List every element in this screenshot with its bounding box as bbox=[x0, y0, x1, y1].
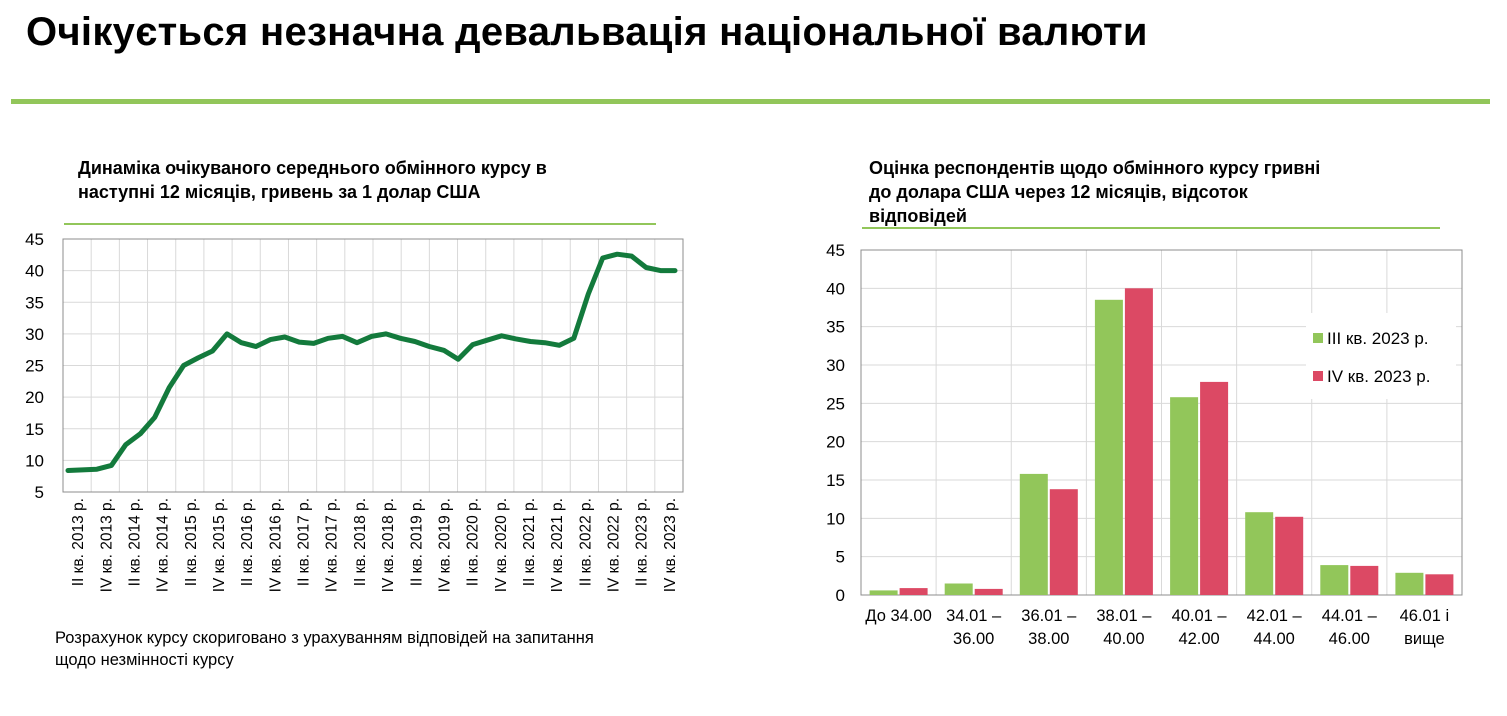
line-chart-y-tick-label: 20 bbox=[25, 388, 44, 407]
left-chart-title-line-2: наступні 12 місяців, гривень за 1 долар … bbox=[78, 182, 481, 202]
line-chart-x-tick-label: IV кв. 2015 р. bbox=[211, 498, 228, 592]
bar-chart-x-tick-label: 40.01 – bbox=[1172, 607, 1228, 625]
line-chart-y-tick-label: 30 bbox=[25, 325, 44, 344]
bar-chart-y-tick-label: 0 bbox=[836, 586, 845, 605]
line-chart-x-tick-label: IV кв. 2023 р. bbox=[662, 498, 679, 592]
line-chart-x-tick-label: II кв. 2016 р. bbox=[239, 498, 256, 586]
line-chart-x-tick-label: IV кв. 2013 р. bbox=[98, 498, 115, 592]
title-divider bbox=[11, 99, 1490, 104]
line-chart-x-tick-label: II кв. 2021 р. bbox=[521, 498, 538, 586]
line-chart-x-tick-label: IV кв. 2021 р. bbox=[549, 498, 566, 592]
line-chart-x-tick-label: II кв. 2018 р. bbox=[352, 498, 369, 586]
bar-chart-bar bbox=[1425, 574, 1454, 595]
bar-chart-bar bbox=[1170, 397, 1199, 595]
line-chart-y-tick-label: 35 bbox=[25, 293, 44, 312]
bar-chart-y-tick-label: 35 bbox=[826, 318, 845, 337]
bar-chart-x-tick-label: 40.00 bbox=[1103, 630, 1144, 648]
page-title: Очікується незначна девальвація націонал… bbox=[26, 10, 1148, 54]
bar-chart-x-tick-label: 38.01 – bbox=[1096, 607, 1152, 625]
line-chart-x-tick-label: II кв. 2015 р. bbox=[183, 498, 200, 586]
bar-chart-legend-swatch bbox=[1313, 333, 1323, 343]
left-chart-title-divider bbox=[64, 223, 656, 225]
line-chart-y-tick-label: 10 bbox=[25, 451, 44, 470]
right-chart-title-line-3: відповідей bbox=[869, 206, 967, 226]
bar-chart-x-tick-label: 38.00 bbox=[1028, 630, 1069, 648]
bar-chart-x-tick-label: До 34.00 bbox=[865, 607, 931, 625]
bar-chart-legend-label: III кв. 2023 р. bbox=[1327, 329, 1429, 348]
bar-chart-bar bbox=[1395, 572, 1424, 595]
line-chart-x-tick-label: IV кв. 2019 р. bbox=[437, 498, 454, 592]
bar-chart-bar bbox=[1200, 381, 1229, 595]
bar-chart-bar bbox=[1049, 489, 1078, 595]
line-chart-x-tick-label: II кв. 2019 р. bbox=[408, 498, 425, 586]
line-chart-x-tick-label: IV кв. 2020 р. bbox=[493, 498, 510, 592]
line-chart-x-tick-label: II кв. 2020 р. bbox=[465, 498, 482, 586]
bar-chart-y-tick-label: 10 bbox=[826, 509, 845, 528]
bar-chart-bar bbox=[1245, 512, 1274, 595]
line-chart-x-tick-label: II кв. 2014 р. bbox=[127, 498, 144, 586]
line-chart-x-tick-label: II кв. 2013 р. bbox=[70, 498, 87, 586]
bar-chart-x-tick-label: 44.00 bbox=[1254, 630, 1295, 648]
bar-chart-x-tick-label: 34.01 – bbox=[946, 607, 1002, 625]
line-chart-x-tick-label: II кв. 2023 р. bbox=[634, 498, 651, 586]
bar-chart-bar bbox=[1094, 299, 1123, 595]
bar-chart-x-tick-label: 44.01 – bbox=[1322, 607, 1378, 625]
bar-chart-legend-swatch bbox=[1313, 371, 1323, 381]
bar-chart-x-tick-label: 46.01 і bbox=[1400, 607, 1450, 625]
bar-chart-y-tick-label: 45 bbox=[826, 241, 845, 260]
line-chart-y-tick-label: 5 bbox=[35, 483, 44, 502]
line-chart-y-tick-label: 45 bbox=[25, 230, 44, 249]
line-chart-x-tick-label: IV кв. 2014 р. bbox=[155, 498, 172, 592]
bar-chart-x-tick-label: 42.01 – bbox=[1247, 607, 1303, 625]
line-chart-plot-area bbox=[62, 238, 684, 493]
bar-chart-legend-label: IV кв. 2023 р. bbox=[1327, 367, 1430, 386]
bar-chart-bar bbox=[869, 590, 898, 595]
left-chart-note-line-1: Розрахунок курсу скориговано з урахуванн… bbox=[55, 629, 594, 647]
bar-chart-x-tick-label: вище bbox=[1404, 630, 1445, 648]
bar-chart-y-tick-label: 15 bbox=[826, 471, 845, 490]
right-chart-title-divider bbox=[862, 227, 1440, 229]
line-chart-y-tick-label: 25 bbox=[25, 357, 44, 376]
bar-chart-x-tick-label: 42.00 bbox=[1178, 630, 1219, 648]
left-chart-title-line-1: Динаміка очікуваного середнього обмінног… bbox=[78, 158, 547, 178]
left-chart-note-line-2: щодо незмінності курсу bbox=[55, 651, 234, 669]
line-chart-x-tick-label: IV кв. 2018 р. bbox=[380, 498, 397, 592]
bar-chart-bar bbox=[1350, 565, 1379, 595]
bar-chart-bar bbox=[1124, 288, 1153, 595]
line-chart-x-tick-label: II кв. 2017 р. bbox=[296, 498, 313, 586]
line-chart-x-tick-label: IV кв. 2017 р. bbox=[324, 498, 341, 592]
line-chart-x-tick-label: IV кв. 2022 р. bbox=[606, 498, 623, 592]
line-chart-y-tick-label: 40 bbox=[25, 262, 44, 281]
bar-chart-y-tick-label: 25 bbox=[826, 394, 845, 413]
bar-chart-bar bbox=[1275, 516, 1304, 595]
bar-chart-x-tick-label: 46.00 bbox=[1329, 630, 1370, 648]
bar-chart-bar bbox=[1019, 473, 1048, 595]
right-chart-title-line-2: до долара США через 12 місяців, відсоток bbox=[869, 182, 1248, 202]
bar-chart-x-tick-label: 36.01 – bbox=[1021, 607, 1077, 625]
right-chart-title: Оцінка респондентів щодо обмінного курсу… bbox=[869, 156, 1320, 228]
bar-chart-y-tick-label: 5 bbox=[836, 548, 845, 567]
bar-chart-bar bbox=[1320, 565, 1349, 595]
bar-chart-plot-area bbox=[860, 249, 1463, 596]
line-chart-x-tick-label: II кв. 2022 р. bbox=[577, 498, 594, 586]
bar-chart-x-tick-label: 36.00 bbox=[953, 630, 994, 648]
bar-chart-y-tick-label: 30 bbox=[826, 356, 845, 375]
bar-chart-bar bbox=[944, 583, 973, 595]
line-chart-y-tick-label: 15 bbox=[25, 420, 44, 439]
bar-chart-bar bbox=[974, 588, 1003, 595]
bar-chart-y-tick-label: 40 bbox=[826, 279, 845, 298]
bar-chart-legend-background bbox=[1306, 313, 1456, 399]
bar-chart-bar bbox=[899, 588, 928, 595]
right-chart-title-line-1: Оцінка респондентів щодо обмінного курсу… bbox=[869, 158, 1321, 178]
left-chart-title: Динаміка очікуваного середнього обмінног… bbox=[78, 156, 547, 204]
line-chart-x-tick-label: IV кв. 2016 р. bbox=[267, 498, 284, 592]
bar-chart-y-tick-label: 20 bbox=[826, 433, 845, 452]
left-chart-note: Розрахунок курсу скориговано з урахуванн… bbox=[55, 627, 594, 671]
